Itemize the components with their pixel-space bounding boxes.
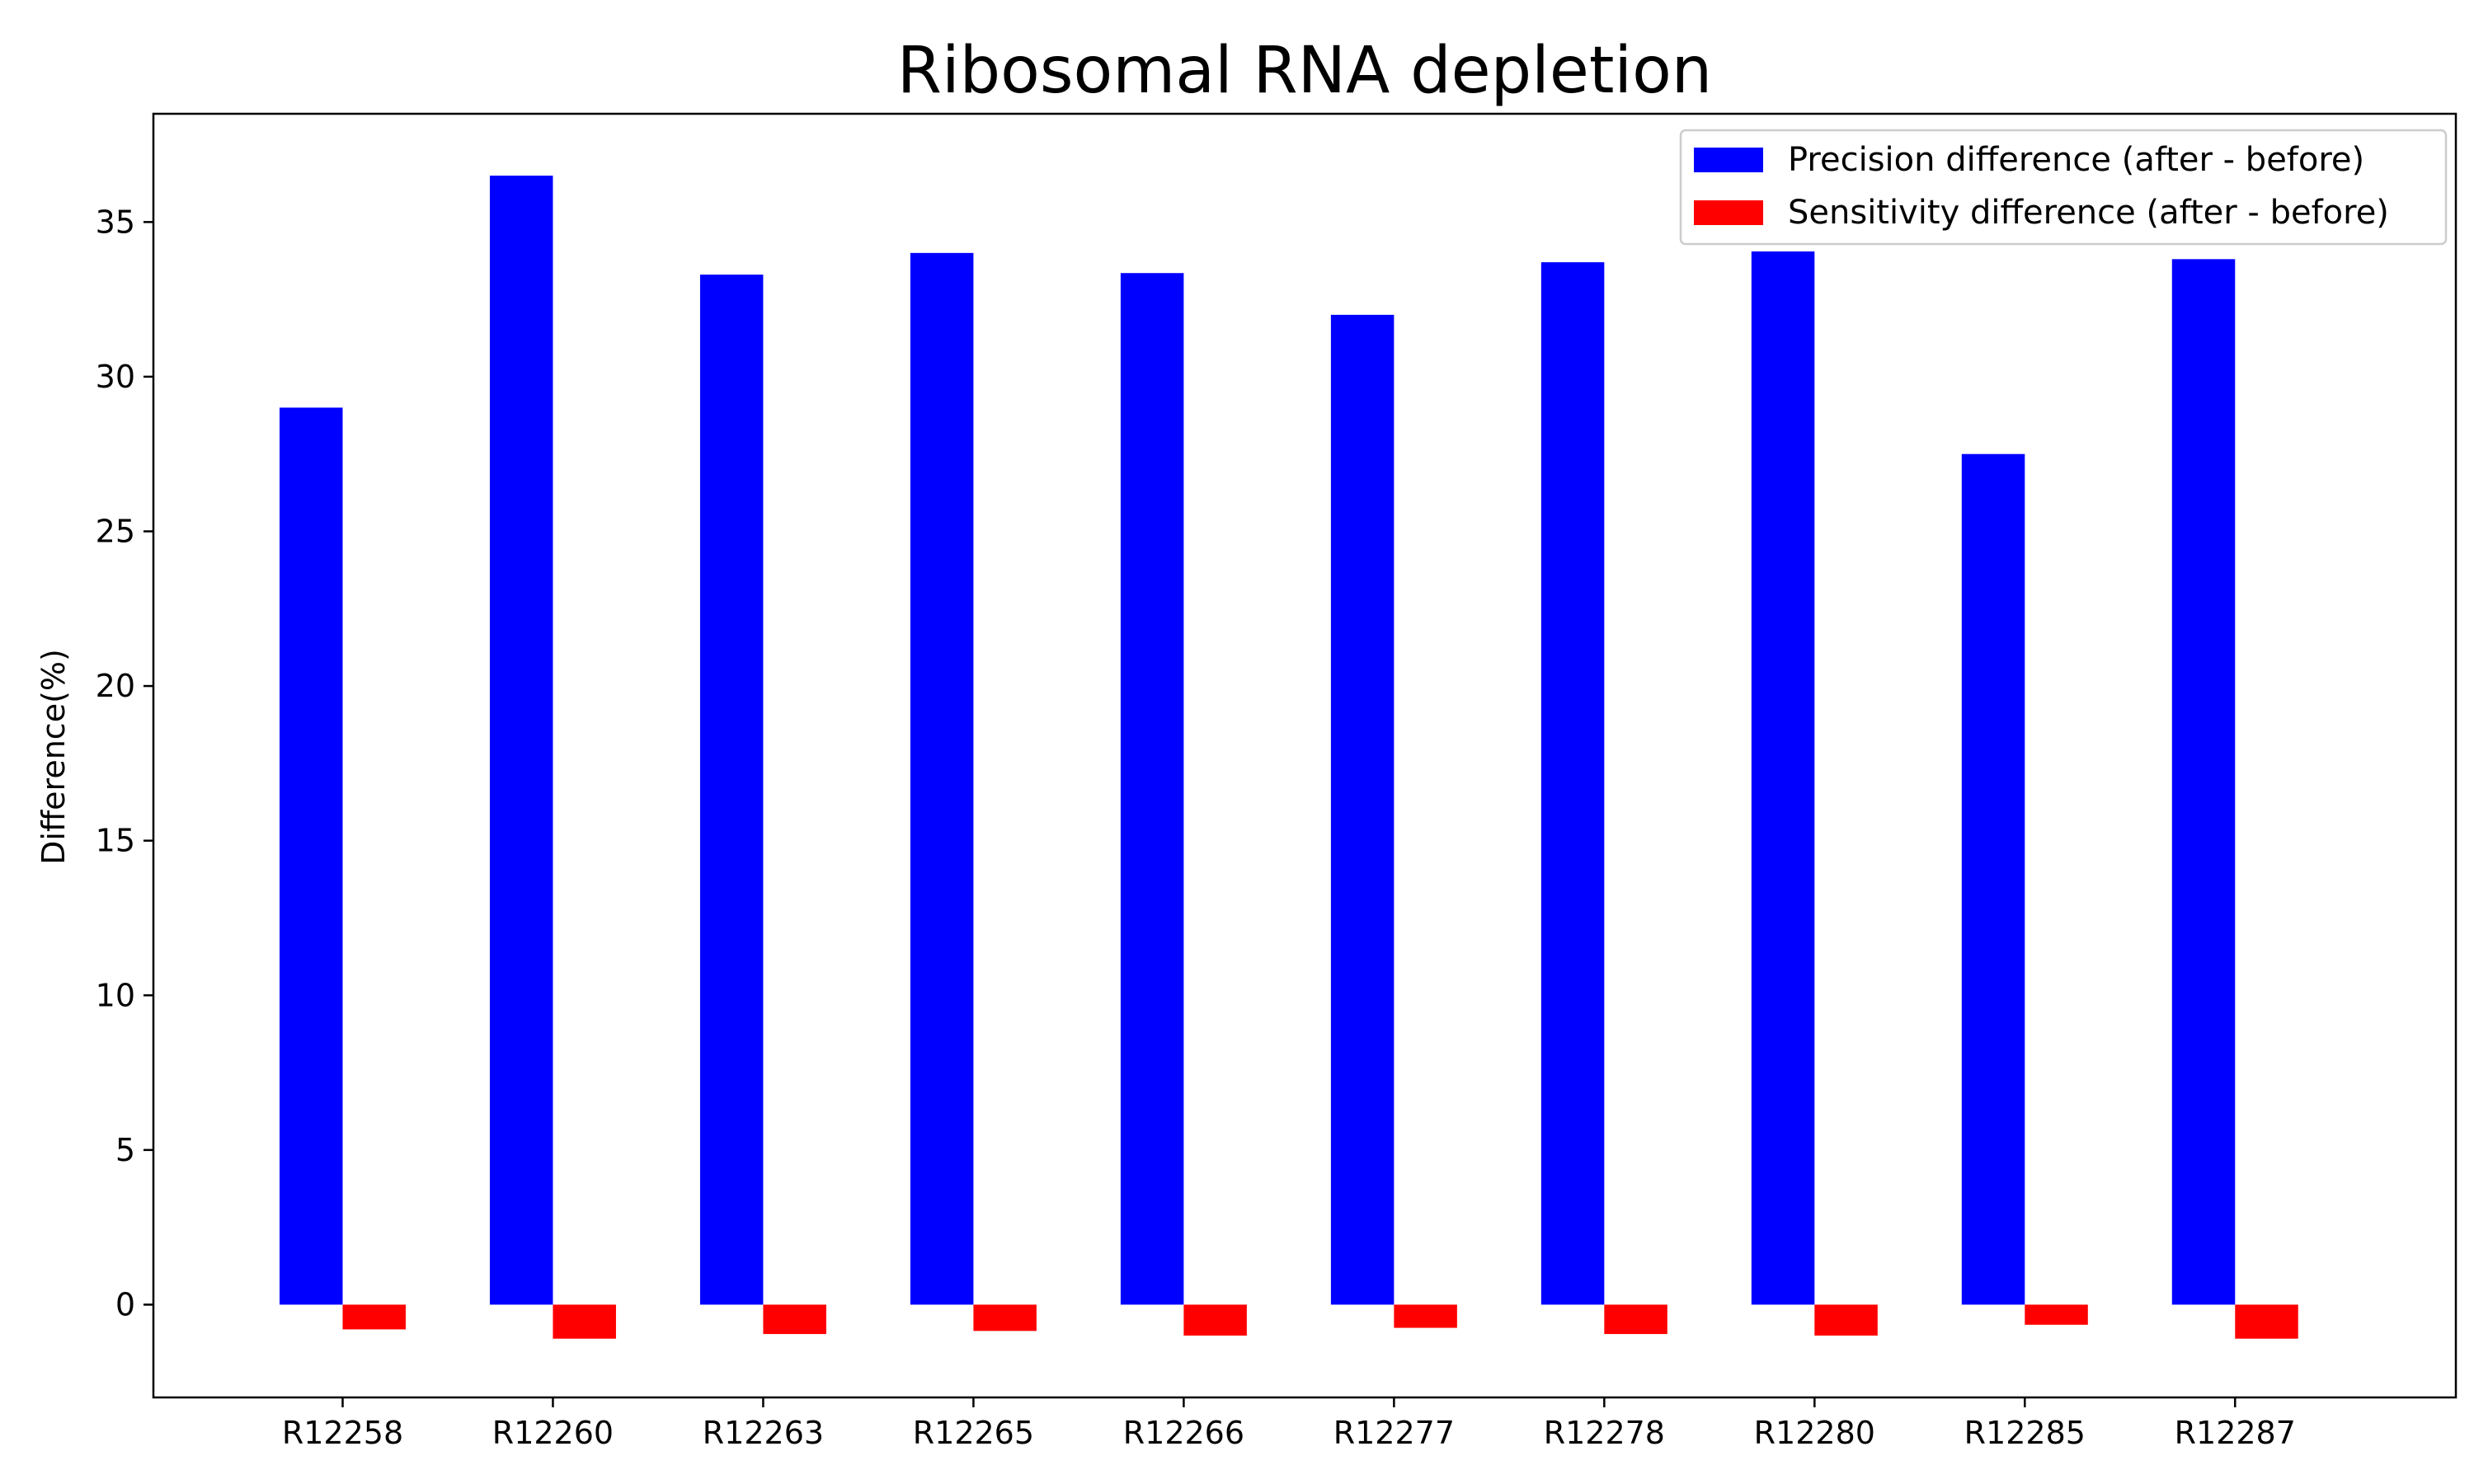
precision-bar-R12285	[1961, 453, 2025, 1305]
sensitivity-bar-R12258	[342, 1304, 406, 1330]
precision-bar-R12277	[1330, 314, 1395, 1305]
legend-box	[1679, 129, 2448, 246]
sensitivity-bar-R12278	[1604, 1304, 1667, 1335]
sensitivity-bar-R12277	[1394, 1304, 1457, 1328]
precision-bar-R12265	[910, 252, 974, 1305]
x-tick-label: R12260	[492, 1415, 614, 1451]
y-tick-label: 35	[96, 204, 135, 240]
x-tick-label: R12280	[1754, 1415, 1875, 1451]
x-tick-label: R12266	[1123, 1415, 1244, 1451]
plot-frame	[152, 112, 2458, 1399]
y-tick-label: 30	[96, 359, 135, 395]
y-tick-label: 20	[96, 668, 135, 704]
sensitivity-bar-R12287	[2235, 1304, 2298, 1339]
axes-layer: 0 5 10 15 20 25 30 35 R12258 R12260 R12263 R12265 R1…	[96, 112, 2458, 1451]
precision-bar-R12280	[1751, 251, 1815, 1305]
sensitivity-bar-R12280	[1814, 1304, 1878, 1336]
precision-bar-R12263	[699, 275, 764, 1305]
x-tick-label: R12263	[703, 1415, 824, 1451]
sensitivity-bar-R12263	[763, 1304, 826, 1335]
sensitivity-bar-R12285	[2025, 1304, 2088, 1325]
legend-label: Precision difference (after - before)	[1788, 141, 2364, 179]
y-axis-label: Difference(%)	[35, 649, 72, 865]
bars-layer	[279, 176, 2298, 1339]
legend: Precision difference (after - before) Sen…	[1679, 129, 2448, 246]
y-tick-label: 5	[115, 1132, 135, 1168]
sensitivity-bar-R12260	[553, 1304, 616, 1339]
y-tick-label: 25	[96, 513, 135, 549]
precision-bar-R12260	[489, 176, 553, 1305]
precision-bar-R12258	[279, 407, 343, 1305]
precision-bar-R12266	[1120, 273, 1184, 1305]
precision-bar-R12278	[1540, 262, 1605, 1305]
sensitivity-bar-R12265	[973, 1304, 1037, 1331]
y-tick-label: 10	[96, 977, 135, 1013]
legend-label: Sensitivity difference (after - before)	[1788, 194, 2389, 232]
sensitivity-bar-R12266	[1183, 1304, 1247, 1336]
legend-swatch	[1694, 200, 1763, 225]
y-tick-label: 15	[96, 823, 135, 859]
x-tick-label: R12278	[1544, 1415, 1665, 1451]
legend-swatch	[1694, 148, 1763, 172]
x-tick-label: R12265	[913, 1415, 1034, 1451]
x-tick-label: R12258	[282, 1415, 403, 1451]
x-tick-label: R12285	[1964, 1415, 2086, 1451]
chart-title: Ribosomal RNA depletion	[897, 34, 1712, 108]
x-tick-label: R12287	[2175, 1415, 2296, 1451]
y-tick-label: 0	[115, 1286, 135, 1322]
precision-bar-R12287	[2171, 259, 2236, 1305]
x-tick-label: R12277	[1333, 1415, 1455, 1451]
